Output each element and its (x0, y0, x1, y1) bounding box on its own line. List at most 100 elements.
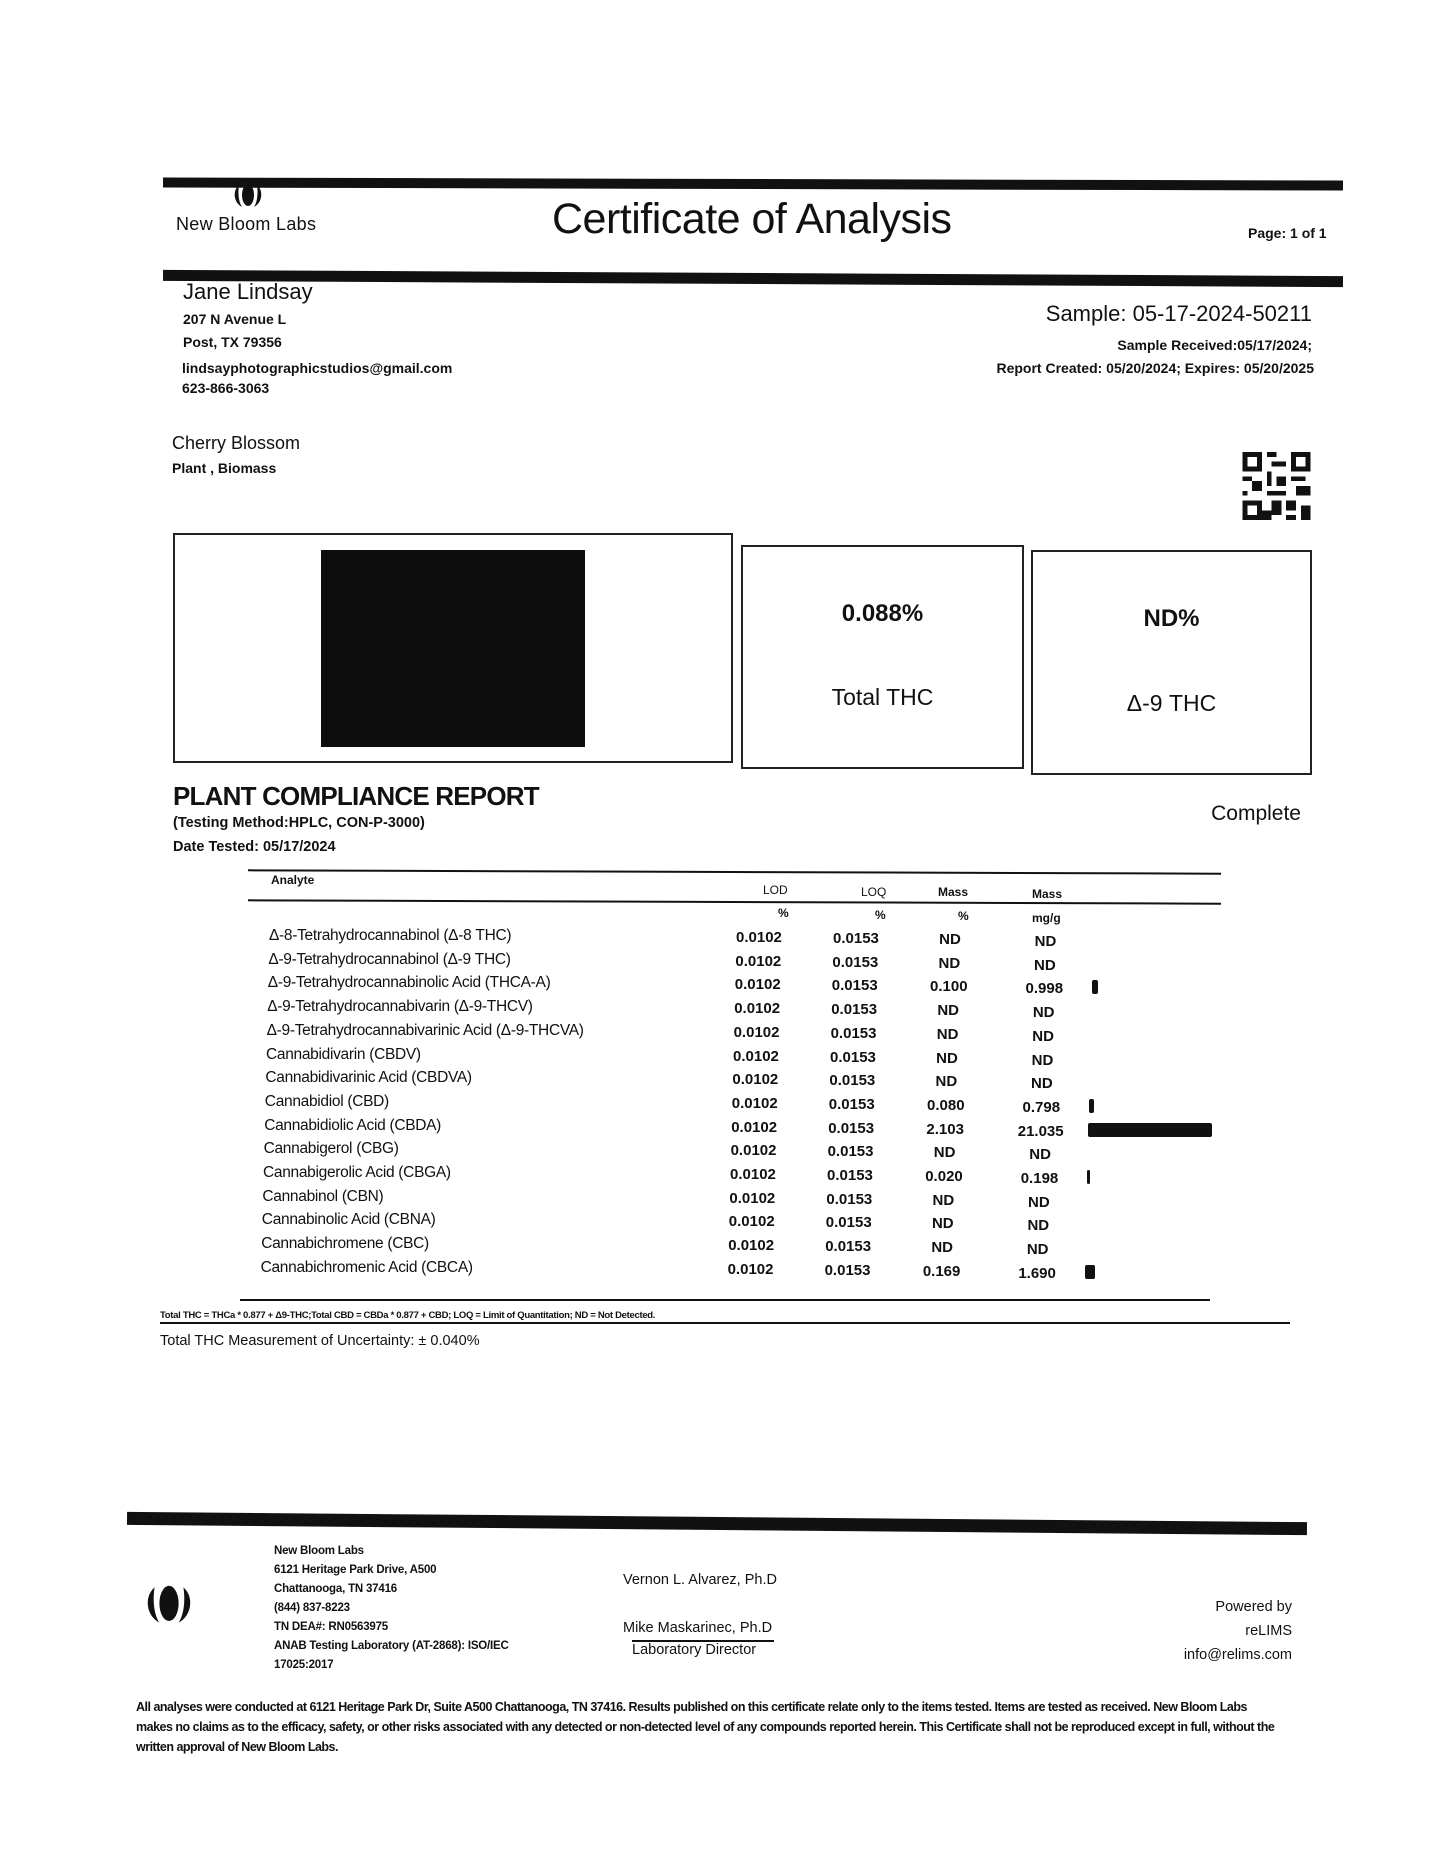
mass-mgg-value: ND (1034, 933, 1057, 950)
lotus-logo-icon (147, 1585, 191, 1623)
loq-value: 0.0153 (831, 977, 878, 995)
header-analyte: Analyte (271, 873, 315, 887)
footer-lab-info: New Bloom Labs 6121 Heritage Park Drive,… (274, 1542, 509, 1675)
header-mass-pct: Mass (938, 885, 969, 899)
mass-pct-value: ND (931, 1215, 954, 1233)
lod-value: 0.0102 (732, 1071, 779, 1089)
loq-value: 0.0153 (826, 1190, 873, 1208)
loq-value: 0.0153 (831, 1001, 878, 1019)
loq-value: 0.0153 (830, 1024, 877, 1042)
sample-id: Sample: 05-17-2024-50211 (1045, 301, 1312, 326)
loq-value: 0.0153 (827, 1167, 873, 1184)
testing-method: (Testing Method:HPLC, CON-P-3000) (173, 815, 425, 831)
signature-rule (632, 1640, 774, 1642)
loq-value: 0.0153 (830, 1048, 876, 1066)
lod-value: 0.0102 (734, 1000, 781, 1018)
loq-value: 0.0153 (825, 1238, 872, 1256)
header-loq: LOQ (861, 885, 887, 899)
loq-value: 0.0153 (833, 930, 879, 947)
header-lod: LOD (763, 883, 788, 897)
lod-value: 0.0102 (728, 1237, 775, 1255)
mass-pct-value: ND (935, 1073, 958, 1091)
powered-by-email[interactable]: info@relims.com (1183, 1647, 1292, 1663)
qr-code[interactable] (1241, 452, 1312, 520)
header-rule (162, 269, 1344, 288)
mass-mgg-value: 0.198 (1020, 1170, 1059, 1187)
d9-thc-value: ND% (1143, 605, 1200, 632)
page-number: Page: 1 of 1 (1248, 225, 1327, 241)
lod-value: 0.0102 (735, 952, 782, 970)
table-footnote: Total THC = THCa * 0.877 + Δ9-THC;Total … (160, 1310, 656, 1321)
table-top-rule (247, 869, 1222, 875)
footer-lab-phone: (844) 837-8223 (274, 1602, 350, 1614)
client-name: Jane Lindsay (183, 279, 313, 304)
mass-pct-value: 0.100 (930, 978, 968, 996)
report-title: PLANT COMPLIANCE REPORT (173, 781, 540, 811)
mass-bar (1088, 1098, 1094, 1113)
mass-mgg-value: ND (1031, 1075, 1053, 1093)
mass-pct-value: ND (933, 1144, 956, 1162)
signer-1: Vernon L. Alvarez, Ph.D (623, 1572, 777, 1588)
d9-thc-label: Δ-9 THC (1126, 690, 1217, 716)
analyte-name: Cannabigerol (CBG) (263, 1140, 399, 1158)
mass-mgg-value: ND (1031, 1051, 1054, 1069)
date-tested: Date Tested: 05/17/2024 (173, 839, 336, 855)
lotus-logo-icon (234, 184, 262, 207)
mass-pct-value: 0.020 (925, 1168, 963, 1185)
loq-value: 0.0153 (828, 1119, 875, 1137)
lod-value: 0.0102 (730, 1166, 776, 1183)
client-phone: 623-866-3063 (182, 380, 270, 396)
mass-pct-value: ND (939, 931, 961, 948)
mass-mgg-value: ND (1032, 1004, 1055, 1022)
mass-mgg-value: ND (1028, 1193, 1050, 1211)
top-rule (162, 177, 1344, 191)
unit-mass-mgg: mg/g (1032, 911, 1061, 925)
analyte-name: Cannabichromene (CBC) (261, 1235, 429, 1253)
analyte-name: Δ-9-Tetrahydrocannabivarinic Acid (Δ-9-T… (266, 1021, 584, 1039)
header-mass-mgg: Mass (1032, 887, 1063, 901)
mass-mgg-value: ND (1034, 956, 1056, 974)
analyte-name: Δ-9-Tetrahydrocannabinolic Acid (THCA-A) (267, 974, 551, 992)
client-email: lindsayphotographicstudios@gmail.com (182, 360, 453, 376)
product-type: Plant , Biomass (172, 460, 277, 476)
analyte-name: Δ-8-Tetrahydrocannabinol (Δ-8 THC) (269, 927, 512, 944)
client-address-line2: Post, TX 79356 (183, 334, 282, 350)
unit-loq: % (875, 908, 886, 922)
mass-pct-value: ND (936, 1049, 958, 1067)
analyte-name: Δ-9-Tetrahydrocannabivarin (Δ-9-THCV) (267, 998, 533, 1016)
lod-value: 0.0102 (727, 1260, 774, 1278)
mass-pct-value: 0.080 (927, 1096, 965, 1114)
lod-value: 0.0102 (733, 1023, 780, 1041)
mass-pct-value: 0.169 (922, 1262, 961, 1280)
d9-thc-box: ND% Δ-9 THC (1031, 550, 1312, 775)
loq-value: 0.0153 (832, 953, 879, 971)
mass-mgg-value: ND (1032, 1027, 1054, 1045)
lod-value: 0.0102 (733, 1047, 779, 1065)
footnote-rule (160, 1322, 1290, 1324)
mass-bar (1087, 1170, 1090, 1184)
lod-value: 0.0102 (734, 976, 781, 994)
footer-lab-street: 6121 Heritage Park Drive, A500 (274, 1564, 437, 1576)
signer-2: Mike Maskarinec, Ph.D (623, 1620, 773, 1636)
mass-mgg-value: ND (1029, 1146, 1051, 1164)
table-bottom-rule (240, 1299, 1210, 1301)
lod-value: 0.0102 (736, 929, 782, 946)
analyte-name: Cannabigerolic Acid (CBGA) (263, 1164, 451, 1181)
report-created: Report Created: 05/20/2024; Expires: 05/… (996, 360, 1314, 376)
loq-value: 0.0153 (824, 1261, 871, 1279)
mass-bar (1084, 1264, 1095, 1279)
mass-bar (1088, 1122, 1213, 1137)
analyte-name: Cannabichromenic Acid (CBCA) (260, 1258, 473, 1276)
loq-value: 0.0153 (825, 1214, 872, 1232)
loq-value: 0.0153 (827, 1143, 874, 1161)
mass-pct-value: ND (932, 1191, 955, 1209)
lod-value: 0.0102 (729, 1189, 776, 1207)
total-thc-box: 0.088% Total THC (741, 545, 1024, 769)
thc-uncertainty: Total THC Measurement of Uncertainty: ± … (160, 1333, 480, 1349)
mass-pct-value: ND (937, 1002, 960, 1020)
lod-value: 0.0102 (728, 1213, 775, 1231)
unit-lod: % (778, 906, 789, 920)
footer-rule (126, 1511, 1308, 1536)
client-address-line1: 207 N Avenue L (183, 311, 287, 327)
mass-pct-value: ND (936, 1025, 959, 1043)
